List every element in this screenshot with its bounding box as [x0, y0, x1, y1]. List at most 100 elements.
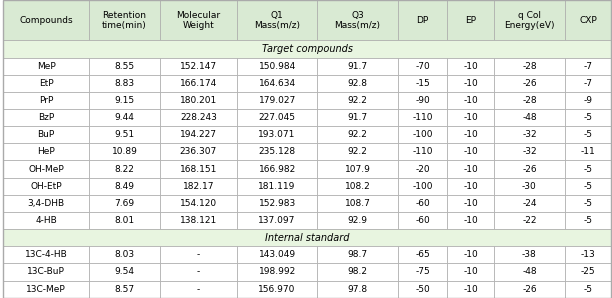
Bar — [160, 58, 237, 75]
Text: 150.984: 150.984 — [258, 62, 296, 71]
Bar — [447, 0, 494, 41]
Bar — [565, 178, 611, 195]
Text: 13C-4-HB: 13C-4-HB — [24, 250, 67, 259]
Bar — [398, 126, 447, 143]
Bar — [89, 92, 160, 109]
Text: -70: -70 — [415, 62, 430, 71]
Bar — [565, 92, 611, 109]
Text: Compounds: Compounds — [19, 16, 73, 25]
Text: 3,4-DHB: 3,4-DHB — [28, 199, 65, 208]
Text: -10: -10 — [463, 148, 478, 156]
Bar — [160, 109, 237, 126]
Text: Molecular
Weight: Molecular Weight — [176, 11, 220, 30]
Bar — [160, 143, 237, 161]
Bar — [447, 178, 494, 195]
Bar — [447, 109, 494, 126]
Bar — [317, 126, 398, 143]
Text: 137.097: 137.097 — [258, 216, 296, 225]
Bar — [160, 126, 237, 143]
Text: -90: -90 — [415, 96, 430, 105]
Text: -32: -32 — [522, 148, 537, 156]
Bar — [317, 212, 398, 229]
Text: Q3
Mass(m/z): Q3 Mass(m/z) — [334, 11, 381, 30]
Bar — [160, 195, 237, 212]
Text: HeP: HeP — [37, 148, 55, 156]
Text: 198.992: 198.992 — [258, 268, 296, 277]
Text: 8.83: 8.83 — [114, 79, 135, 88]
Bar — [447, 212, 494, 229]
Bar — [565, 143, 611, 161]
Text: Q1
Mass(m/z): Q1 Mass(m/z) — [254, 11, 300, 30]
Text: 98.7: 98.7 — [348, 250, 368, 259]
Bar — [237, 195, 317, 212]
Text: 156.970: 156.970 — [258, 285, 296, 294]
Text: -50: -50 — [415, 285, 430, 294]
Bar — [447, 263, 494, 280]
Text: -5: -5 — [584, 182, 592, 191]
Text: -11: -11 — [581, 148, 595, 156]
Text: 8.49: 8.49 — [114, 182, 135, 191]
Text: -13: -13 — [581, 250, 595, 259]
Text: q Col
Energy(eV): q Col Energy(eV) — [504, 11, 554, 30]
Bar — [398, 109, 447, 126]
Bar — [3, 126, 89, 143]
Bar — [3, 109, 89, 126]
Text: -25: -25 — [581, 268, 595, 277]
Text: -5: -5 — [584, 130, 592, 139]
Bar — [3, 280, 89, 298]
Text: -10: -10 — [463, 62, 478, 71]
Text: 92.8: 92.8 — [348, 79, 367, 88]
Text: -75: -75 — [415, 268, 430, 277]
Bar — [3, 229, 611, 246]
Text: -22: -22 — [522, 216, 537, 225]
Text: EP: EP — [465, 16, 476, 25]
Bar — [398, 143, 447, 161]
Bar — [494, 263, 565, 280]
Text: -: - — [196, 285, 200, 294]
Text: 91.7: 91.7 — [348, 113, 368, 122]
Text: BzP: BzP — [38, 113, 54, 122]
Bar — [447, 92, 494, 109]
Text: 97.8: 97.8 — [348, 285, 368, 294]
Text: -5: -5 — [584, 113, 592, 122]
Text: 181.119: 181.119 — [258, 182, 296, 191]
Text: -30: -30 — [522, 182, 537, 191]
Bar — [3, 41, 611, 58]
Text: OH-MeP: OH-MeP — [28, 164, 64, 173]
Text: -110: -110 — [412, 113, 433, 122]
Bar — [3, 263, 89, 280]
Bar — [3, 75, 89, 92]
Text: -60: -60 — [415, 216, 430, 225]
Text: 168.151: 168.151 — [180, 164, 217, 173]
Bar — [89, 280, 160, 298]
Text: -10: -10 — [463, 164, 478, 173]
Text: 8.22: 8.22 — [114, 164, 135, 173]
Bar — [398, 195, 447, 212]
Text: -: - — [196, 250, 200, 259]
Bar — [565, 0, 611, 41]
Bar — [494, 195, 565, 212]
Bar — [237, 143, 317, 161]
Bar — [398, 58, 447, 75]
Bar — [494, 58, 565, 75]
Bar — [398, 92, 447, 109]
Bar — [89, 178, 160, 195]
Text: -100: -100 — [412, 182, 433, 191]
Text: -20: -20 — [415, 164, 430, 173]
Bar — [89, 161, 160, 178]
Bar — [565, 195, 611, 212]
Text: 235.128: 235.128 — [258, 148, 296, 156]
Text: -38: -38 — [522, 250, 537, 259]
Bar — [398, 212, 447, 229]
Bar — [317, 178, 398, 195]
Text: 180.201: 180.201 — [180, 96, 217, 105]
Text: -10: -10 — [463, 199, 478, 208]
Bar — [237, 58, 317, 75]
Text: 154.120: 154.120 — [180, 199, 217, 208]
Text: -26: -26 — [522, 285, 537, 294]
Text: 8.57: 8.57 — [114, 285, 135, 294]
Bar — [565, 126, 611, 143]
Bar — [494, 161, 565, 178]
Text: 92.2: 92.2 — [348, 96, 367, 105]
Text: 108.2: 108.2 — [345, 182, 370, 191]
